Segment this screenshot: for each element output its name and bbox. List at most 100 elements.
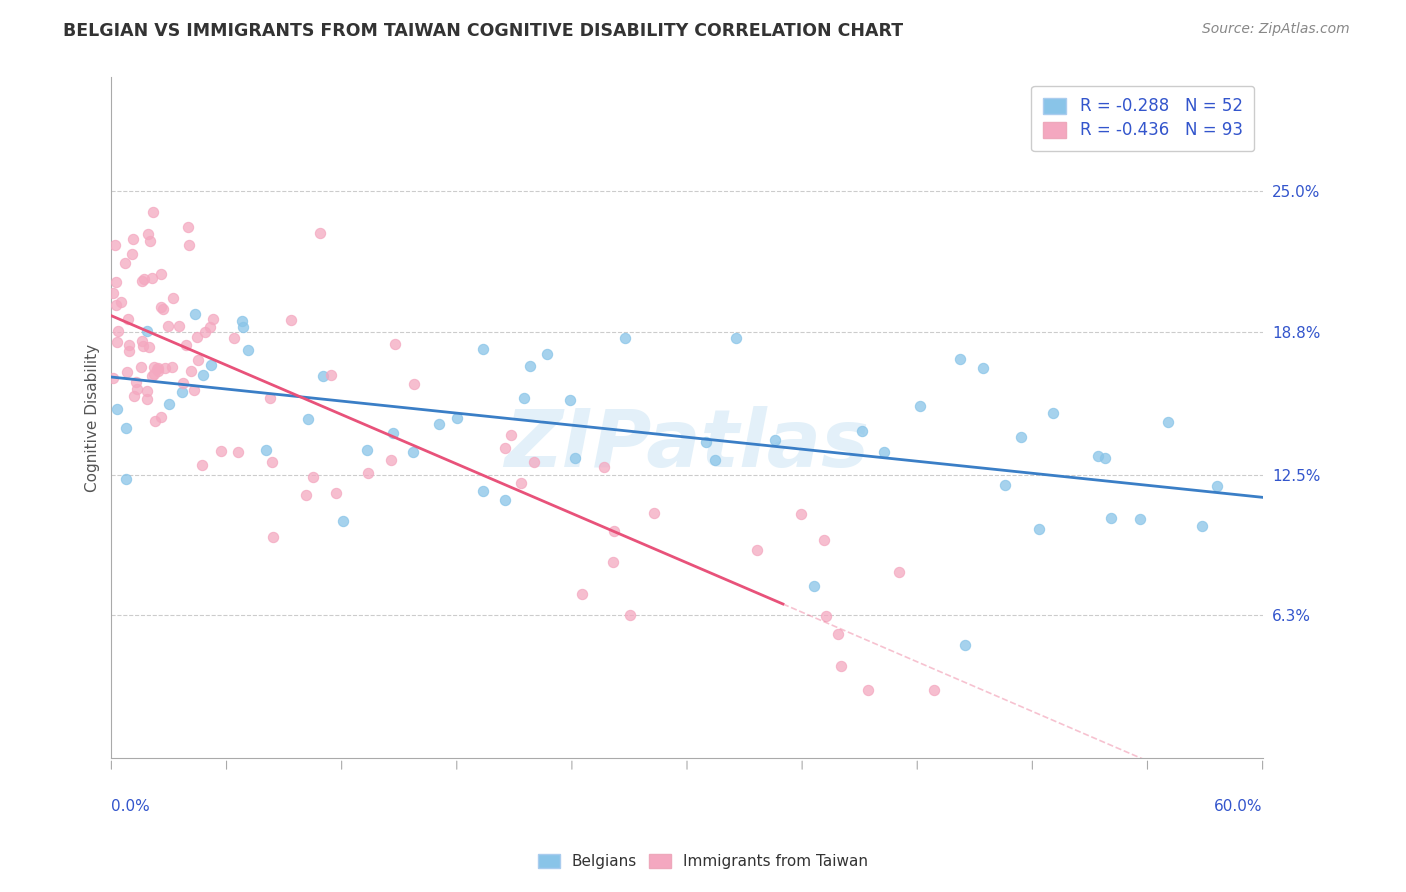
Point [301,470,323,484]
Point [231,320,253,334]
Point [510,476,533,491]
Point [803,579,825,593]
Point [1042,406,1064,420]
Point [643,506,665,520]
Text: 60.0%: 60.0% [1215,799,1263,814]
Point [186,330,208,344]
Point [118,338,141,352]
Point [332,514,354,528]
Point [139,234,162,248]
Text: 0.0%: 0.0% [111,799,150,814]
Point [150,267,173,281]
Point [813,533,835,547]
Point [830,659,852,673]
Point [311,368,333,383]
Point [226,445,249,459]
Point [593,459,616,474]
Point [603,524,626,539]
Point [953,638,976,652]
Point [745,542,768,557]
Point [972,360,994,375]
Point [873,444,896,458]
Point [1157,415,1180,429]
Point [167,318,190,333]
Point [325,485,347,500]
Point [259,391,281,405]
Point [763,434,786,448]
Point [125,382,148,396]
Point [125,375,148,389]
Point [446,411,468,425]
Point [194,325,217,339]
Point [297,411,319,425]
Point [571,587,593,601]
Y-axis label: Cognitive Disability: Cognitive Disability [86,343,100,492]
Point [994,478,1017,492]
Point [494,441,516,455]
Point [356,442,378,457]
Point [150,409,173,424]
Point [117,311,139,326]
Point [200,359,222,373]
Point [141,368,163,383]
Point [104,238,127,252]
Point [105,334,128,349]
Point [145,362,167,376]
Point [131,274,153,288]
Point [851,424,873,438]
Point [146,361,169,376]
Point [115,472,138,486]
Point [160,359,183,374]
Point [177,219,200,234]
Point [105,298,128,312]
Point [319,368,342,382]
Point [827,626,849,640]
Point [887,565,910,579]
Point [187,353,209,368]
Point [280,312,302,326]
Point [183,384,205,398]
Point [141,271,163,285]
Point [382,425,405,440]
Point [309,226,332,240]
Point [1087,449,1109,463]
Point [401,445,423,459]
Point [172,376,194,390]
Point [121,247,143,261]
Point [170,385,193,400]
Point [523,455,546,469]
Point [558,393,581,408]
Point [202,312,225,326]
Point [472,343,495,357]
Point [122,232,145,246]
Point [157,396,180,410]
Point [114,255,136,269]
Point [143,368,166,382]
Point [262,455,284,469]
Point [908,399,931,413]
Point [198,320,221,334]
Point [209,443,232,458]
Legend: Belgians, Immigrants from Taiwan: Belgians, Immigrants from Taiwan [531,847,875,875]
Point [136,227,159,242]
Point [138,340,160,354]
Point [1129,511,1152,525]
Point [180,363,202,377]
Point [1028,522,1050,536]
Point [858,683,880,698]
Point [695,434,717,449]
Point [122,389,145,403]
Point [132,272,155,286]
Point [790,507,813,521]
Point [725,330,748,344]
Point [153,361,176,376]
Point [136,392,159,406]
Text: Source: ZipAtlas.com: Source: ZipAtlas.com [1202,22,1350,37]
Point [143,414,166,428]
Point [512,391,534,405]
Point [254,443,277,458]
Point [136,384,159,398]
Point [183,307,205,321]
Point [472,484,495,499]
Point [1205,479,1227,493]
